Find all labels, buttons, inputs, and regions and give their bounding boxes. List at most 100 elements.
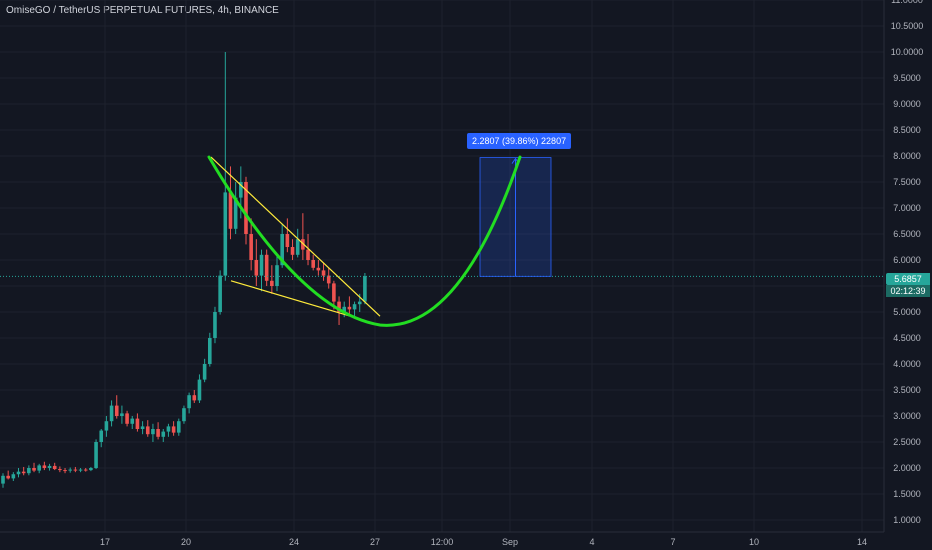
candle-body <box>16 471 21 475</box>
candle-body <box>58 469 62 471</box>
chart-title: OmiseGO / TetherUS PERPETUAL FUTURES, 4h… <box>6 5 279 16</box>
candle-body <box>182 408 186 422</box>
candle-body <box>233 197 238 229</box>
candle-body <box>161 431 166 437</box>
candle-body <box>47 465 52 468</box>
time-axis: 17 20 24 27 12:00 Sep 4 7 10 14 <box>100 537 867 547</box>
candle-body <box>109 405 114 422</box>
candle-body <box>332 283 336 302</box>
time-tick-label: 4 <box>589 537 594 547</box>
candle-body <box>244 182 248 234</box>
time-tick-label: 14 <box>857 537 867 547</box>
price-tick-label: 3.5000 <box>893 385 921 395</box>
candle-body <box>104 421 109 431</box>
candle-body <box>1 475 5 484</box>
price-tick-label: 11.0000 <box>891 0 923 5</box>
candle-body <box>11 474 16 479</box>
measure-label: 2.2807 (39.86%) 22807 <box>467 133 572 149</box>
time-tick-label: 27 <box>370 537 380 547</box>
candle-body <box>89 468 93 471</box>
candlestick-series <box>1 52 367 488</box>
time-tick-label: 10 <box>749 537 759 547</box>
candle-body <box>42 465 47 468</box>
price-tick-label: 2.0000 <box>893 463 921 473</box>
candle-body <box>73 469 78 471</box>
time-tick-label: 12:00 <box>431 537 454 547</box>
price-tick-label: 3.0000 <box>893 411 921 421</box>
price-tick-label: 9.0000 <box>893 99 921 109</box>
candle-body <box>290 247 295 255</box>
candle-body <box>285 234 290 247</box>
candle-body <box>301 239 305 250</box>
price-tick-label: 10.0000 <box>891 47 924 57</box>
candle-body <box>94 442 98 468</box>
candle-body <box>264 254 269 281</box>
candle-body <box>357 301 362 305</box>
candle-body <box>151 429 155 435</box>
candle-body <box>249 234 253 260</box>
candle-body <box>32 468 36 471</box>
candle-body <box>223 192 228 276</box>
price-tick-label: 2.5000 <box>893 437 921 447</box>
time-tick-label: 7 <box>670 537 675 547</box>
candle-body <box>187 395 191 409</box>
candle-body <box>295 239 300 255</box>
candle-body <box>254 260 259 276</box>
candle-body <box>145 426 150 435</box>
candle-body <box>27 468 31 474</box>
candle-body <box>280 234 284 266</box>
candle-body <box>321 270 326 276</box>
price-axis: 1.0000 1.5000 2.0000 2.5000 3.0000 3.5000 4.00… <box>0 0 924 533</box>
candle-body <box>130 418 135 424</box>
candle-body <box>352 304 357 310</box>
candle-countdown-label: 02:12:39 <box>886 285 930 297</box>
candle-body <box>275 265 279 286</box>
candle-body <box>228 192 233 229</box>
candle-body <box>83 469 88 471</box>
time-tick-label: 20 <box>181 537 191 547</box>
candle-body <box>135 418 140 429</box>
candle-body <box>140 426 145 429</box>
candle-body <box>316 267 321 271</box>
price-tick-label: 1.5000 <box>893 489 921 499</box>
price-tick-label: 6.5000 <box>893 229 921 239</box>
candle-body <box>68 469 73 471</box>
candle-body <box>21 471 26 474</box>
candle-body <box>156 429 160 437</box>
wedge-lower-line <box>230 280 367 322</box>
candle-body <box>347 306 352 310</box>
last-price-label: 5.6857 <box>886 273 930 285</box>
price-tick-label: 4.0000 <box>893 359 921 369</box>
wedge-upper-line <box>210 156 381 317</box>
candle-body <box>306 249 310 260</box>
price-tick-label: 10.5000 <box>891 21 924 31</box>
candle-body <box>52 465 57 470</box>
time-tick-label: Sep <box>502 537 518 547</box>
candle-body <box>166 426 171 432</box>
price-tick-label: 7.0000 <box>893 203 921 213</box>
time-tick-label: 24 <box>289 537 299 547</box>
projection-curve <box>207 155 522 327</box>
price-tick-label: 6.0000 <box>893 255 921 265</box>
time-tick-label: 17 <box>100 537 110 547</box>
candle-body <box>114 405 119 416</box>
price-tick-label: 9.5000 <box>893 73 921 83</box>
candle-body <box>218 275 222 312</box>
candle-body <box>270 280 274 286</box>
candle-body <box>171 426 176 433</box>
candle-body <box>208 338 212 364</box>
candle-body <box>78 469 83 471</box>
candle-body <box>342 306 347 312</box>
candle-body <box>125 413 129 424</box>
price-tick-label: 7.5000 <box>893 177 921 187</box>
price-tick-label: 4.5000 <box>893 333 921 343</box>
candle-body <box>120 413 124 416</box>
candle-body <box>213 312 217 338</box>
price-tick-label: 5.0000 <box>893 307 921 317</box>
grid <box>0 0 884 532</box>
candle-body <box>326 275 331 284</box>
candle-body <box>363 276 367 302</box>
candle-body <box>239 182 243 198</box>
price-tick-label: 8.0000 <box>893 151 921 161</box>
